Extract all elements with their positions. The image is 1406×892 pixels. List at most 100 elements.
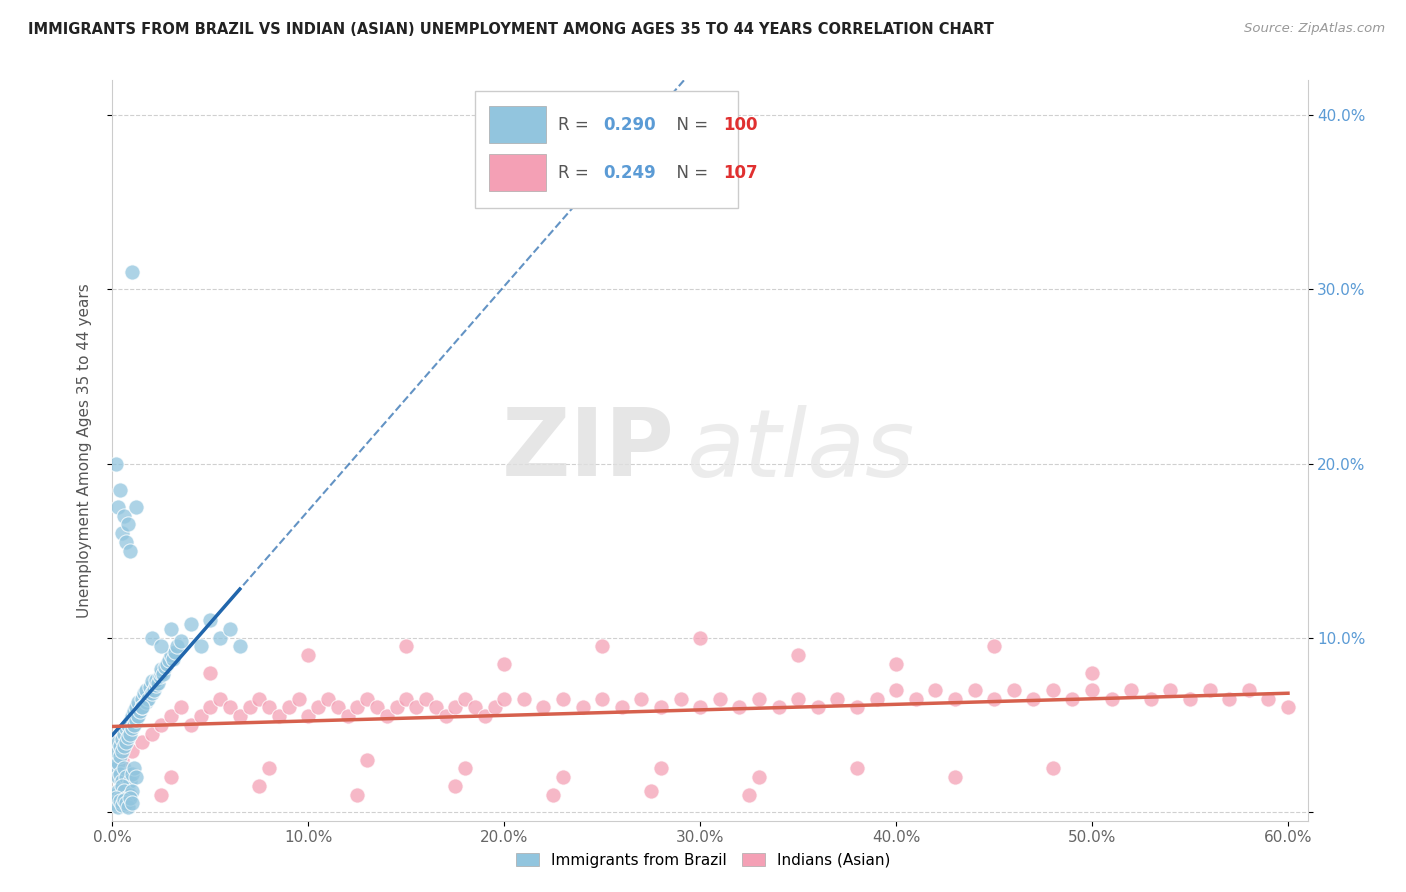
- Point: [356, 691, 378, 706]
- Point: [162, 651, 184, 665]
- Point: [150, 718, 173, 732]
- Point: [425, 700, 447, 714]
- Point: [591, 691, 613, 706]
- Point: [111, 797, 134, 812]
- Point: [150, 788, 173, 802]
- Point: [709, 691, 731, 706]
- Point: [454, 691, 477, 706]
- Point: [121, 265, 143, 279]
- Point: [346, 700, 368, 714]
- Point: [111, 526, 134, 541]
- Point: [111, 779, 134, 793]
- Point: [107, 770, 129, 784]
- Point: [111, 773, 134, 788]
- Point: [120, 788, 142, 802]
- Point: [125, 500, 148, 514]
- Point: [160, 770, 183, 784]
- Point: [170, 700, 193, 714]
- Point: [267, 709, 290, 723]
- Point: [152, 667, 174, 681]
- Point: [249, 779, 271, 793]
- Point: [1121, 683, 1143, 698]
- Point: [160, 622, 183, 636]
- Point: [277, 700, 299, 714]
- Point: [105, 791, 128, 805]
- Point: [336, 709, 359, 723]
- Point: [141, 726, 163, 740]
- Point: [444, 779, 467, 793]
- Point: [165, 645, 187, 659]
- Point: [141, 674, 163, 689]
- Point: [219, 700, 242, 714]
- Point: [127, 695, 149, 709]
- Point: [105, 744, 128, 758]
- Point: [121, 796, 143, 810]
- Point: [156, 657, 179, 671]
- Point: [120, 714, 142, 729]
- Point: [748, 770, 770, 784]
- Point: [117, 517, 139, 532]
- Point: [190, 640, 212, 654]
- Point: [166, 640, 188, 654]
- Point: [610, 700, 633, 714]
- Point: [131, 691, 153, 706]
- Point: [444, 700, 467, 714]
- Point: [669, 691, 692, 706]
- Point: [141, 686, 163, 700]
- Point: [297, 648, 319, 662]
- Point: [551, 770, 574, 784]
- Point: [200, 700, 222, 714]
- Point: [111, 753, 134, 767]
- Point: [132, 686, 155, 700]
- Point: [150, 662, 173, 676]
- Point: [115, 791, 138, 805]
- Point: [257, 700, 280, 714]
- Bar: [489, 154, 547, 191]
- Point: [112, 508, 135, 523]
- Point: [115, 770, 138, 784]
- Point: [1081, 683, 1104, 698]
- Point: [807, 700, 830, 714]
- Point: [728, 700, 751, 714]
- Point: [135, 683, 157, 698]
- Point: [943, 691, 966, 706]
- Point: [229, 640, 252, 654]
- Point: [1159, 683, 1181, 698]
- Point: [110, 483, 132, 497]
- Point: [121, 744, 143, 758]
- Point: [513, 691, 536, 706]
- Point: [748, 691, 770, 706]
- Point: [924, 683, 946, 698]
- Point: [630, 691, 652, 706]
- Point: [395, 640, 418, 654]
- Text: N =: N =: [666, 164, 713, 182]
- Text: R =: R =: [558, 164, 595, 182]
- Point: [105, 788, 128, 802]
- Point: [229, 709, 252, 723]
- Bar: [489, 106, 547, 144]
- Point: [117, 730, 139, 744]
- Point: [494, 657, 516, 671]
- Point: [827, 691, 849, 706]
- Point: [122, 718, 145, 732]
- Point: [650, 700, 672, 714]
- Point: [115, 735, 138, 749]
- Point: [120, 773, 142, 788]
- Point: [122, 761, 145, 775]
- Point: [110, 739, 132, 753]
- Legend: Immigrants from Brazil, Indians (Asian): Immigrants from Brazil, Indians (Asian): [508, 845, 898, 875]
- Point: [650, 761, 672, 775]
- Point: [136, 691, 159, 706]
- Point: [375, 709, 398, 723]
- Text: 100: 100: [723, 116, 758, 134]
- Text: 0.290: 0.290: [603, 116, 657, 134]
- Point: [110, 766, 132, 780]
- Point: [160, 709, 183, 723]
- Point: [190, 709, 212, 723]
- Point: [117, 718, 139, 732]
- Text: R =: R =: [558, 116, 595, 134]
- Point: [385, 700, 408, 714]
- Point: [464, 700, 486, 714]
- Point: [689, 631, 711, 645]
- Y-axis label: Unemployment Among Ages 35 to 44 years: Unemployment Among Ages 35 to 44 years: [77, 283, 91, 618]
